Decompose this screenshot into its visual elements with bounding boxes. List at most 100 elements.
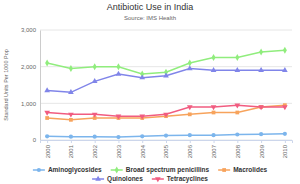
point bbox=[69, 65, 73, 72]
x-tick-mark bbox=[71, 140, 72, 143]
point bbox=[69, 118, 73, 122]
x-tick-label: 2006 bbox=[187, 144, 193, 158]
point bbox=[68, 89, 74, 94]
point bbox=[163, 73, 169, 78]
legend-label: Macrolides bbox=[233, 166, 267, 173]
legend-item: Tetracyclines bbox=[152, 175, 208, 183]
legend-label: Aminoglycosides bbox=[48, 166, 102, 174]
point bbox=[92, 78, 98, 83]
point bbox=[235, 132, 239, 136]
point bbox=[211, 133, 215, 137]
point bbox=[116, 71, 122, 76]
legend-marker bbox=[95, 176, 101, 181]
x-tick-label: 2007 bbox=[211, 144, 217, 158]
point bbox=[139, 74, 145, 79]
x-tick: 2009 bbox=[259, 140, 265, 158]
legend-marker bbox=[155, 177, 161, 182]
grid-line bbox=[40, 103, 292, 104]
series-group bbox=[44, 47, 287, 139]
legend-item: Broad spectrum penicillins bbox=[111, 166, 210, 174]
point bbox=[188, 112, 192, 116]
point bbox=[212, 54, 216, 61]
x-tick: 2001 bbox=[68, 140, 74, 158]
y-tick: 0 bbox=[33, 137, 40, 143]
point bbox=[259, 132, 263, 136]
series bbox=[45, 47, 287, 78]
legend-label: Quinolones bbox=[107, 175, 143, 183]
x-tick: 2010 bbox=[282, 140, 288, 158]
point bbox=[258, 105, 264, 110]
point bbox=[188, 133, 192, 137]
x-axis-line bbox=[41, 141, 293, 144]
x-tick-mark bbox=[285, 140, 286, 143]
point bbox=[116, 135, 120, 139]
x-tick-mark bbox=[47, 140, 48, 143]
x-tick-label: 2009 bbox=[259, 144, 265, 158]
x-tick-label: 2001 bbox=[68, 144, 74, 158]
y-axis-line bbox=[40, 31, 41, 141]
legend-label: Tetracyclines bbox=[167, 175, 208, 183]
point bbox=[44, 87, 50, 92]
chart: Antibiotic Use in IndiaSource: IMS Healt… bbox=[0, 0, 300, 184]
point bbox=[212, 111, 216, 115]
legend-marker bbox=[37, 168, 41, 172]
point bbox=[116, 115, 122, 120]
y-tick: 3,000 bbox=[21, 27, 40, 33]
point bbox=[211, 105, 217, 110]
point bbox=[283, 132, 287, 136]
series-line bbox=[47, 134, 285, 137]
x-tick-mark bbox=[118, 140, 119, 143]
point bbox=[45, 60, 49, 67]
point bbox=[68, 113, 74, 118]
x-tick-label: 2004 bbox=[140, 144, 146, 158]
point bbox=[259, 49, 263, 56]
legend-marker bbox=[115, 167, 119, 174]
point bbox=[282, 67, 288, 72]
series bbox=[45, 132, 287, 140]
legend-item: Quinolones bbox=[92, 175, 143, 183]
x-axis: 2000 2001 2002 2003 2004 2005 2006 2007 2008 2009… bbox=[41, 140, 293, 158]
point bbox=[235, 111, 239, 115]
point bbox=[45, 134, 49, 138]
x-tick: 2000 bbox=[45, 140, 51, 158]
x-tick-mark bbox=[214, 140, 215, 143]
point bbox=[234, 67, 240, 72]
point bbox=[163, 113, 169, 118]
x-tick-mark bbox=[166, 140, 167, 143]
point bbox=[116, 63, 120, 70]
point bbox=[140, 134, 144, 138]
legend: Aminoglycosides Broad spectrum penicillin… bbox=[33, 166, 268, 183]
point bbox=[44, 111, 50, 116]
title: Antibiotic Use in India bbox=[107, 2, 194, 12]
y-tick: 2,000 bbox=[21, 64, 40, 70]
x-tick-label: 2000 bbox=[45, 144, 51, 158]
x-tick: 2008 bbox=[235, 140, 241, 158]
y-tick-label: 3,000 bbox=[21, 27, 37, 33]
point bbox=[258, 67, 264, 72]
grid-line bbox=[40, 66, 292, 67]
series bbox=[44, 65, 287, 94]
x-tick-mark bbox=[237, 140, 238, 143]
x-tick-mark bbox=[190, 140, 191, 143]
point bbox=[187, 105, 193, 110]
x-tick-mark bbox=[261, 140, 262, 143]
legend-item: Aminoglycosides bbox=[33, 166, 102, 174]
point bbox=[92, 113, 98, 118]
y-tick-label: 1,000 bbox=[21, 101, 37, 107]
legend-label: Broad spectrum penicillins bbox=[126, 166, 210, 174]
x-tick-label: 2010 bbox=[282, 144, 288, 158]
x-tick-label: 2002 bbox=[92, 144, 98, 158]
x-tick: 2005 bbox=[163, 140, 169, 158]
x-tick-label: 2005 bbox=[163, 144, 169, 158]
point bbox=[211, 67, 217, 72]
legend-item: Macrolides bbox=[218, 166, 267, 173]
point bbox=[234, 104, 240, 109]
point bbox=[93, 63, 97, 70]
plot: 0 1,000 2,000 3,000 2000 2001 2002 2003 2004 2005… bbox=[21, 27, 293, 158]
x-tick: 2003 bbox=[116, 140, 122, 158]
point bbox=[139, 115, 145, 120]
grid bbox=[40, 30, 292, 140]
point bbox=[235, 54, 239, 61]
x-tick-mark bbox=[95, 140, 96, 143]
x-tick-label: 2003 bbox=[116, 144, 122, 158]
